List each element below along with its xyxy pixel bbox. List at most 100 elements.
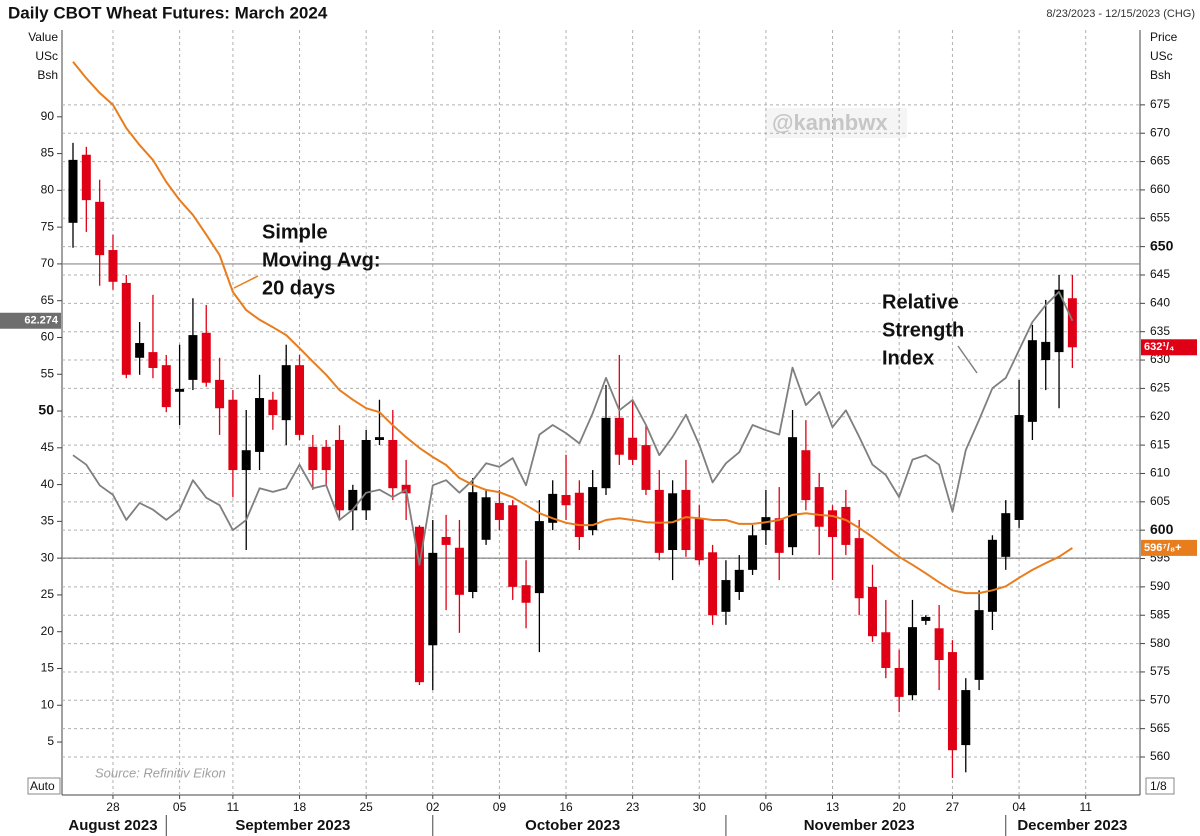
y2-tick-label: 640 — [1150, 296, 1170, 310]
candle-body — [161, 365, 171, 408]
y2-tick-label: 620 — [1150, 409, 1170, 423]
candle-body — [921, 616, 931, 621]
candle-body — [441, 536, 451, 545]
candle-body — [854, 538, 864, 599]
rsi-annotation: Index — [882, 347, 934, 369]
candle-body — [81, 154, 91, 201]
price-last-label: 632¹/₄ — [1144, 341, 1174, 353]
candle-body — [1054, 289, 1064, 353]
sma-annotation: Moving Avg: — [262, 249, 381, 271]
y2-tick-label: 565 — [1150, 721, 1170, 735]
y2-tick-label: 625 — [1150, 381, 1170, 395]
y2-tick-label: 675 — [1150, 97, 1170, 111]
x-tick-label: 28 — [106, 800, 120, 814]
y2-tick-label: 560 — [1150, 749, 1170, 763]
candle-body — [788, 437, 798, 548]
y2-tick-label: 650 — [1150, 237, 1174, 253]
sma-annotation: Simple — [262, 221, 328, 243]
candle-body — [494, 502, 504, 520]
y-tick-label: 90 — [41, 109, 55, 123]
y2-axis-title: USc — [1150, 49, 1173, 63]
y2-tick-label: 590 — [1150, 579, 1170, 593]
y2-axis-title: Bsh — [1150, 68, 1171, 82]
candle-body — [774, 518, 784, 553]
candle-body — [388, 440, 398, 489]
candle-body — [974, 610, 984, 680]
y2-tick-label: 645 — [1150, 267, 1170, 281]
x-tick-label: 23 — [626, 800, 640, 814]
candle-body — [321, 446, 331, 471]
candle-body — [255, 398, 265, 452]
y2-axis-title: Price — [1150, 30, 1178, 44]
y2-tick-label: 660 — [1150, 182, 1170, 196]
y2-tick-label: 655 — [1150, 210, 1170, 224]
candle-body — [601, 417, 611, 489]
x-tick-label: 02 — [426, 800, 440, 814]
date-range: 8/23/2023 - 12/15/2023 (CHG) — [1046, 8, 1195, 20]
month-label: August 2023 — [68, 817, 157, 834]
price-last-box — [1141, 339, 1197, 356]
x-tick-label: 06 — [759, 800, 773, 814]
y2-tick-label: 575 — [1150, 664, 1170, 678]
candle-body — [801, 450, 811, 501]
candle-body — [534, 521, 544, 594]
candle-body — [947, 652, 957, 751]
candle-body — [428, 552, 438, 646]
candle-body — [374, 437, 384, 441]
y-tick-label: 60 — [41, 330, 55, 344]
x-tick-label: 13 — [826, 800, 840, 814]
candle-body — [748, 535, 758, 570]
candle-body — [721, 580, 731, 612]
candle-body — [868, 586, 877, 637]
y-tick-label: 85 — [41, 146, 55, 160]
candle-body — [414, 526, 424, 683]
x-tick-label: 05 — [173, 800, 187, 814]
sma-pointer — [233, 275, 259, 289]
y-tick-label: 55 — [41, 366, 55, 380]
y2-tick-label: 600 — [1150, 521, 1174, 537]
x-tick-label: 11 — [227, 800, 240, 814]
y2-tick-label: 580 — [1150, 636, 1170, 650]
auto-label[interactable]: Auto — [30, 779, 55, 793]
candle-body — [761, 517, 771, 531]
candle-body — [708, 552, 718, 616]
candle-body — [481, 497, 491, 540]
candle-body — [295, 365, 305, 435]
y-axis-title: USc — [35, 49, 58, 63]
candle-body — [881, 632, 891, 668]
fraction-label[interactable]: 1/8 — [1150, 779, 1167, 793]
y2-tick-label: 635 — [1150, 324, 1170, 338]
auto-box[interactable] — [27, 777, 61, 795]
y-tick-label: 80 — [41, 183, 55, 197]
month-label: September 2023 — [235, 817, 350, 834]
candle-body — [268, 399, 278, 416]
x-tick-label: 30 — [693, 800, 707, 814]
rsi-line — [72, 291, 1074, 566]
sma-annotation: 20 days — [262, 277, 335, 299]
candle-body — [814, 487, 824, 527]
candle-body — [215, 379, 225, 409]
candle-body — [828, 510, 838, 537]
y-tick-label: 30 — [41, 550, 55, 564]
fraction-box[interactable] — [1145, 777, 1175, 795]
month-label: December 2023 — [1017, 817, 1127, 834]
candle-body — [121, 282, 131, 375]
candle-body — [641, 445, 651, 490]
source: Source: Refinitiv Eikon — [95, 765, 226, 780]
candle-body — [281, 365, 291, 421]
candle-body — [508, 505, 518, 587]
candle-body — [907, 627, 917, 696]
y-axis-title: Value — [28, 30, 58, 44]
candle-body — [841, 506, 851, 545]
candle-body — [454, 547, 464, 595]
x-tick-label: 09 — [493, 800, 507, 814]
y-tick-label: 35 — [41, 514, 55, 528]
y-tick-label: 5 — [47, 734, 54, 748]
candle-body — [468, 492, 478, 592]
candle-body — [175, 388, 185, 392]
rsi-last-box — [0, 312, 61, 329]
candle-body — [68, 159, 78, 223]
candle-body — [308, 446, 318, 471]
candle-body — [228, 399, 238, 471]
x-tick-label: 04 — [1012, 800, 1026, 814]
